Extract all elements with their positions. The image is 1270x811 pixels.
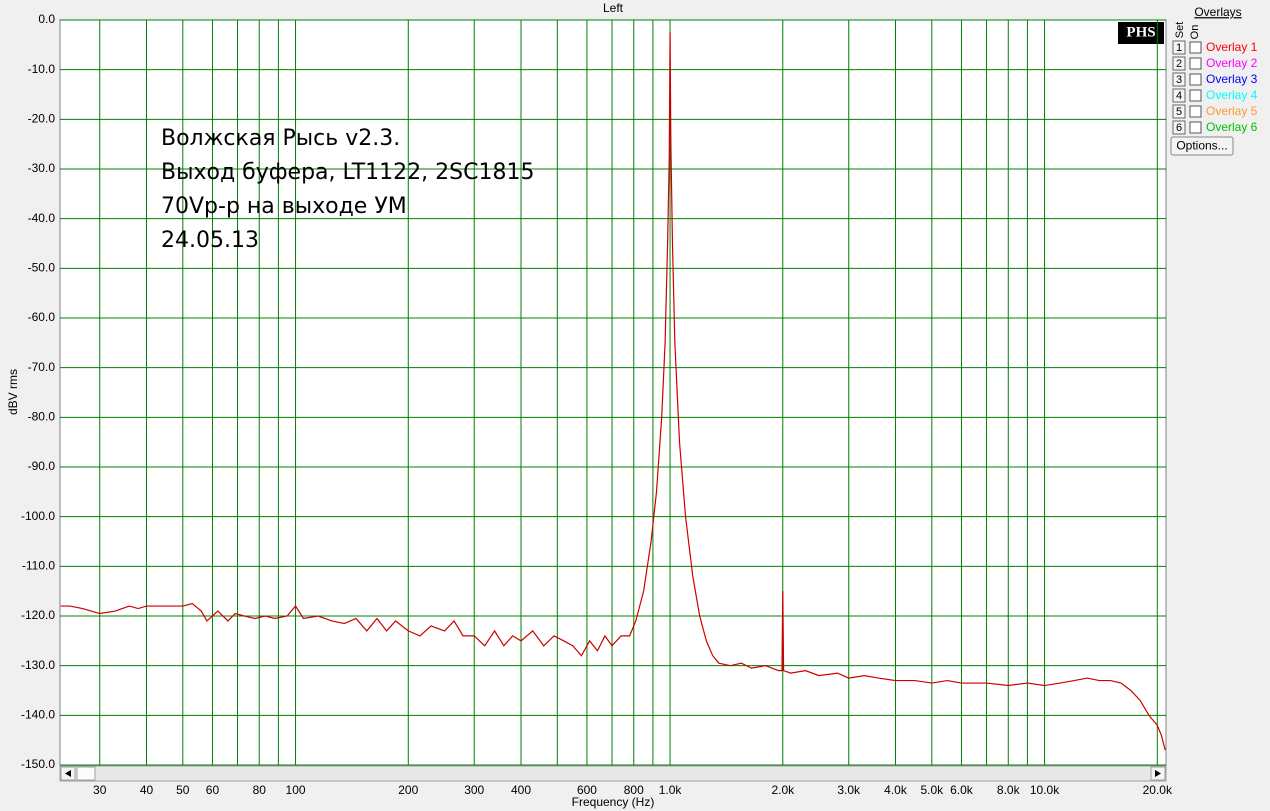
x-tick-label: 300	[464, 783, 484, 797]
overlay-label: Overlay 1	[1206, 40, 1258, 54]
set-button[interactable]	[1172, 40, 1186, 55]
x-tick-label: 8.0k	[997, 783, 1021, 797]
arrow-icon	[65, 770, 71, 777]
overlay-list: 1 Overlay 1 2 Overlay 2 3 Overlay 3 4 Overlay 4…	[1172, 40, 1258, 135]
x-tick-label: 100	[286, 783, 306, 797]
x-tick-label: 50	[176, 783, 190, 797]
y-tick-label: -50.0	[28, 261, 56, 275]
scrollbar[interactable]	[59, 765, 1167, 782]
y-tick-label: 0.0	[38, 12, 55, 26]
plot-area	[59, 19, 1167, 766]
set-index: 2	[1176, 58, 1182, 70]
overlay-label: Overlay 4	[1206, 88, 1258, 102]
scroll-thumb[interactable]	[76, 766, 96, 781]
x-tick-label: 4.0k	[884, 783, 908, 797]
x-axis-label: Frequency (Hz)	[572, 795, 655, 809]
set-index: 4	[1176, 90, 1182, 102]
annotation: Волжская Рысь v2.3.	[161, 126, 400, 151]
annotation: 70Vp-p на выходе УМ	[161, 194, 407, 219]
y-axis-label: dBV rms	[6, 369, 20, 415]
set-button[interactable]	[1172, 56, 1186, 71]
set-button[interactable]	[1172, 88, 1186, 103]
on-checkbox[interactable]	[1189, 57, 1202, 70]
y-tick-label: -110.0	[22, 559, 55, 573]
x-tick-label: 80	[253, 783, 267, 797]
y-tick-label: -30.0	[28, 161, 56, 175]
y-tick-label: -140.0	[21, 708, 55, 722]
logo: PHS	[1126, 24, 1155, 40]
chart-title: Left	[603, 1, 624, 15]
x-tick-label: 6.0k	[950, 783, 974, 797]
y-tick-label: -150.0	[21, 757, 55, 771]
x-tick-label: 1.0k	[659, 783, 683, 797]
overlays-title: Overlays	[1194, 5, 1241, 19]
options-button[interactable]	[1170, 136, 1234, 156]
x-tick-label: 800	[624, 783, 644, 797]
set-index: 5	[1176, 106, 1182, 118]
arrow-icon	[1155, 770, 1161, 777]
set-header: Set	[1174, 22, 1186, 39]
y-tick-label: -100.0	[21, 509, 55, 523]
on-checkbox[interactable]	[1189, 121, 1202, 134]
y-tick-label: -40.0	[28, 211, 56, 225]
set-button[interactable]	[1172, 104, 1186, 119]
y-tick-label: -120.0	[21, 608, 55, 622]
set-index: 6	[1176, 122, 1182, 134]
y-tick-label: -20.0	[28, 112, 56, 126]
scroll-track[interactable]	[59, 765, 1167, 782]
x-tick-label: 600	[577, 783, 597, 797]
on-header: On	[1189, 25, 1201, 40]
x-tick-label: 40	[140, 783, 154, 797]
y-tick-label: -60.0	[28, 310, 56, 324]
on-checkbox[interactable]	[1189, 89, 1202, 102]
overlay-label: Overlay 5	[1206, 104, 1258, 118]
x-tick-label: 400	[511, 783, 531, 797]
x-tick-label: 20.0k	[1143, 783, 1173, 797]
x-tick-label: 5.0k	[920, 783, 944, 797]
spectrum-line	[60, 32, 1166, 751]
y-tick-label: -70.0	[28, 360, 56, 374]
annotation: 24.05.13	[161, 228, 259, 253]
overlay-label: Overlay 3	[1206, 72, 1258, 86]
on-checkbox[interactable]	[1189, 41, 1202, 54]
y-tick-label: -130.0	[21, 658, 55, 672]
x-tick-label: 200	[398, 783, 418, 797]
y-tick-label: -10.0	[28, 62, 56, 76]
options-label: Options...	[1176, 139, 1227, 153]
overlay-label: Overlay 2	[1206, 56, 1258, 70]
y-tick-label: -90.0	[28, 459, 56, 473]
y-tick-label: -80.0	[28, 410, 56, 424]
set-button[interactable]	[1172, 120, 1186, 135]
on-checkbox[interactable]	[1189, 73, 1202, 86]
x-tick-label: 30	[93, 783, 107, 797]
x-tick-label: 2.0k	[771, 783, 795, 797]
on-checkbox[interactable]	[1189, 105, 1202, 118]
logo-box	[1118, 22, 1164, 44]
set-index: 1	[1176, 42, 1182, 54]
set-button[interactable]	[1172, 72, 1186, 87]
set-index: 3	[1176, 74, 1182, 86]
grid	[60, 19, 1166, 766]
x-tick-label: 10.0k	[1030, 783, 1060, 797]
x-tick-label: 60	[206, 783, 220, 797]
overlay-label: Overlay 6	[1206, 120, 1258, 134]
annotation: Выход буфера, LT1122, 2SC1815	[161, 160, 534, 185]
x-tick-label: 3.0k	[837, 783, 861, 797]
